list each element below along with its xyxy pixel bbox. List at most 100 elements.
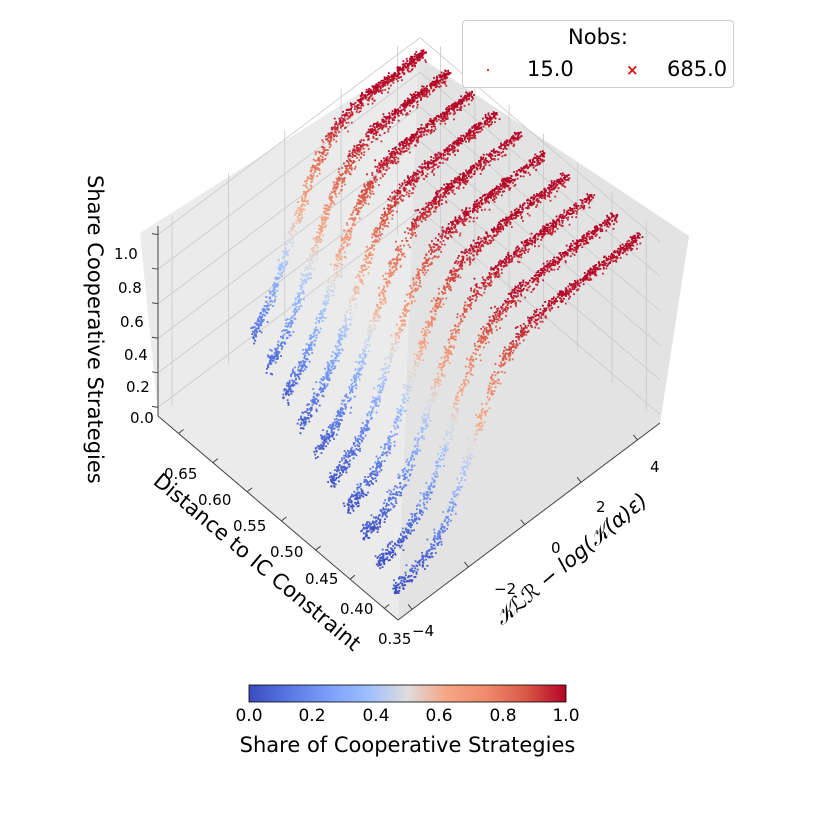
scatter-point — [412, 60, 414, 63]
scatter-point — [369, 414, 372, 417]
scatter-point — [338, 192, 341, 195]
scatter-point — [330, 191, 333, 193]
scatter-point — [412, 218, 415, 221]
scatter-point — [442, 229, 445, 232]
scatter-point — [297, 221, 300, 223]
scatter-point — [275, 348, 278, 351]
scatter-point — [335, 255, 338, 258]
scatter-point — [380, 80, 383, 82]
scatter-point — [322, 226, 324, 229]
scatter-point — [337, 171, 340, 173]
scatter-point — [422, 166, 425, 169]
scatter-point — [448, 192, 450, 194]
scatter-point — [409, 110, 411, 113]
scatter-point — [340, 258, 343, 260]
scatter-point — [264, 314, 266, 317]
scatter-point — [448, 228, 451, 230]
scatter-point — [354, 108, 356, 110]
scatter-point — [401, 143, 404, 145]
scatter-point — [486, 117, 489, 120]
scatter-point — [479, 173, 482, 175]
scatter-point — [282, 269, 285, 272]
scatter-point — [409, 237, 412, 239]
scatter-point — [316, 394, 319, 397]
scatter-point — [301, 196, 304, 199]
scatter-point — [303, 361, 306, 363]
scatter-point — [289, 227, 292, 230]
scatter-point — [346, 168, 348, 171]
scatter-point — [299, 361, 302, 363]
scatter-point — [469, 176, 472, 179]
scatter-point — [474, 127, 477, 129]
scatter-point — [399, 330, 401, 333]
scatter-point — [383, 173, 386, 175]
scatter-point — [476, 211, 479, 213]
scatter-point — [488, 125, 490, 128]
scatter-point — [368, 335, 370, 337]
scatter-point — [306, 349, 309, 351]
scatter-point — [404, 307, 406, 309]
scatter-point — [487, 193, 490, 196]
scatter-point — [362, 264, 365, 267]
scatter-point — [426, 88, 428, 90]
scatter-point — [454, 217, 457, 220]
scatter-point — [349, 459, 351, 462]
scatter-point — [415, 140, 418, 143]
scatter-point — [444, 158, 447, 161]
scatter-point — [425, 93, 427, 96]
scatter-point — [269, 355, 272, 358]
scatter-point — [378, 378, 381, 381]
scatter-point — [430, 204, 433, 206]
scatter-point — [371, 401, 373, 403]
scatter-point — [315, 326, 318, 329]
scatter-point — [339, 250, 342, 253]
scatter-point — [394, 203, 397, 206]
scatter-point — [349, 236, 352, 239]
scatter-point — [345, 393, 348, 396]
scatter-point — [366, 131, 369, 134]
scatter-point — [293, 317, 296, 320]
scatter-point — [477, 164, 480, 167]
scatter-point — [411, 69, 413, 71]
scatter-point — [397, 147, 400, 150]
scatter-point — [459, 137, 462, 139]
scatter-point — [415, 234, 417, 237]
scatter-point — [440, 156, 442, 159]
scatter-point — [500, 152, 503, 154]
scatter-point — [323, 151, 325, 154]
scatter-point — [398, 249, 401, 252]
scatter-point — [440, 78, 443, 81]
scatter-point — [327, 206, 330, 208]
scatter-point — [299, 209, 301, 212]
scatter-point — [376, 121, 379, 124]
scatter-point — [417, 276, 420, 279]
scatter-point — [392, 75, 395, 78]
scatter-point — [357, 292, 360, 295]
scatter-point — [484, 123, 487, 126]
scatter-point — [389, 356, 391, 358]
scatter-point — [260, 318, 263, 320]
scatter-point — [335, 177, 338, 180]
scatter-point — [327, 278, 330, 281]
scatter-point — [394, 196, 396, 199]
scatter-point — [367, 248, 369, 251]
scatter-point — [408, 151, 411, 154]
scatter-point — [313, 392, 316, 395]
scatter-point — [279, 267, 282, 269]
scatter-point — [492, 158, 495, 160]
scatter-point — [262, 309, 265, 312]
scatter-point — [312, 388, 315, 390]
scatter-point — [314, 328, 317, 331]
scatter-point — [308, 177, 310, 180]
scatter-point — [333, 418, 336, 421]
scatter-point — [318, 237, 321, 240]
scatter-point — [386, 282, 389, 284]
scatter-point — [296, 215, 299, 218]
scatter-point — [422, 211, 425, 214]
scatter-point — [368, 254, 371, 256]
scatter-point — [269, 357, 271, 360]
scatter-point — [364, 341, 366, 344]
scatter-point — [477, 161, 480, 164]
scatter-point — [335, 346, 338, 349]
scatter-point — [335, 356, 338, 359]
